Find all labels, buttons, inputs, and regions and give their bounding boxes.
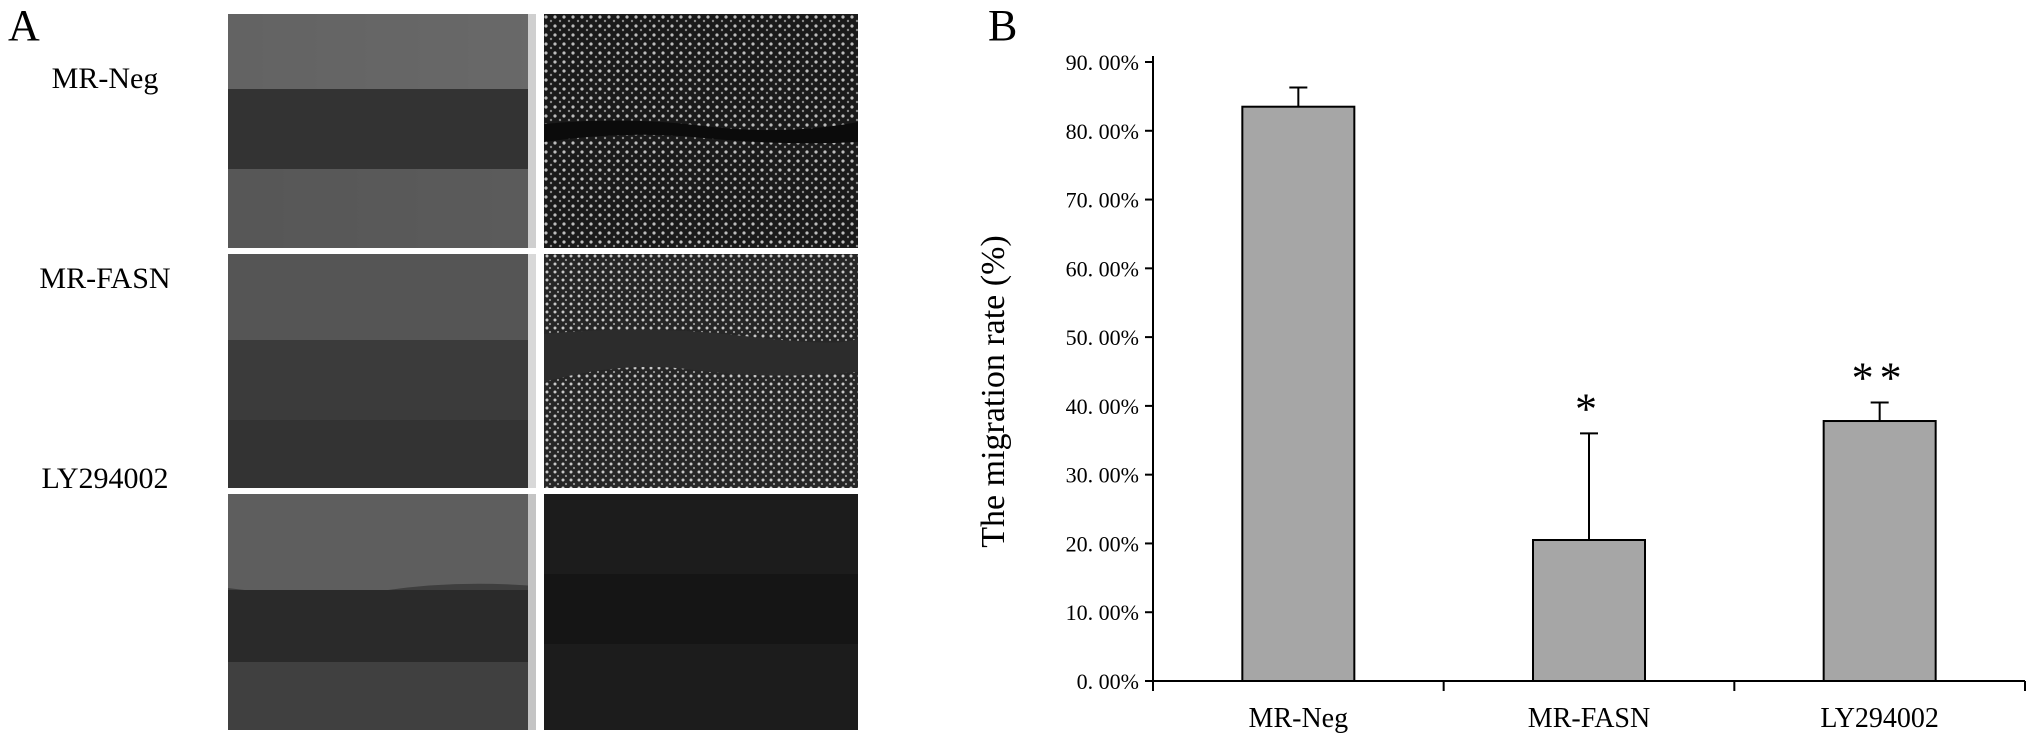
- micrograph-mr-neg-48h: [544, 14, 858, 248]
- x-category-label: MR-Neg: [1249, 703, 1349, 734]
- x-category-label: MR-FASN: [1528, 703, 1650, 734]
- y-tick-label: 20. 00%: [1066, 531, 1139, 556]
- panel-a-letter: A: [8, 1, 40, 50]
- bar-3: [1822, 420, 1937, 682]
- migration-rate-bar-chart: 0. 00% 10. 00% 20. 00% 30. 00% 40. 00% 50. 00…: [975, 50, 2026, 734]
- micrograph-mr-fasn-0h: [228, 254, 536, 488]
- y-tick-label: 40. 00%: [1066, 394, 1139, 419]
- bar-1: [1241, 105, 1356, 682]
- y-axis-title: The migration rate (%): [975, 235, 1012, 547]
- micrograph-mr-fasn-48h: [544, 254, 858, 488]
- micrograph-ly294002-48h: [544, 494, 858, 730]
- y-tick-label: 30. 00%: [1066, 463, 1139, 488]
- y-tick-label: 70. 00%: [1066, 188, 1139, 213]
- bar-2: [1532, 539, 1646, 682]
- y-tick-label: 0. 00%: [1077, 669, 1139, 694]
- y-tick-label: 60. 00%: [1066, 256, 1139, 281]
- panel-b-letter: B: [988, 1, 1018, 50]
- micrograph-mr-neg-0h: [228, 14, 536, 248]
- significance-marker: *: [1575, 384, 1603, 433]
- row-label-mr-neg: MR-Neg: [51, 62, 159, 95]
- y-tick-label: 50. 00%: [1066, 325, 1139, 350]
- row-label-ly294002: LY294002: [41, 462, 169, 495]
- x-category-label: LY294002: [1820, 703, 1939, 734]
- y-tick-label: 10. 00%: [1066, 600, 1139, 625]
- y-tick-label: 80. 00%: [1066, 119, 1139, 144]
- micrograph-ly294002-0h: [228, 494, 536, 730]
- row-label-mr-fasn: MR-FASN: [39, 262, 171, 295]
- y-tick-label: 90. 00%: [1066, 50, 1139, 75]
- significance-marker: **: [1852, 353, 1908, 402]
